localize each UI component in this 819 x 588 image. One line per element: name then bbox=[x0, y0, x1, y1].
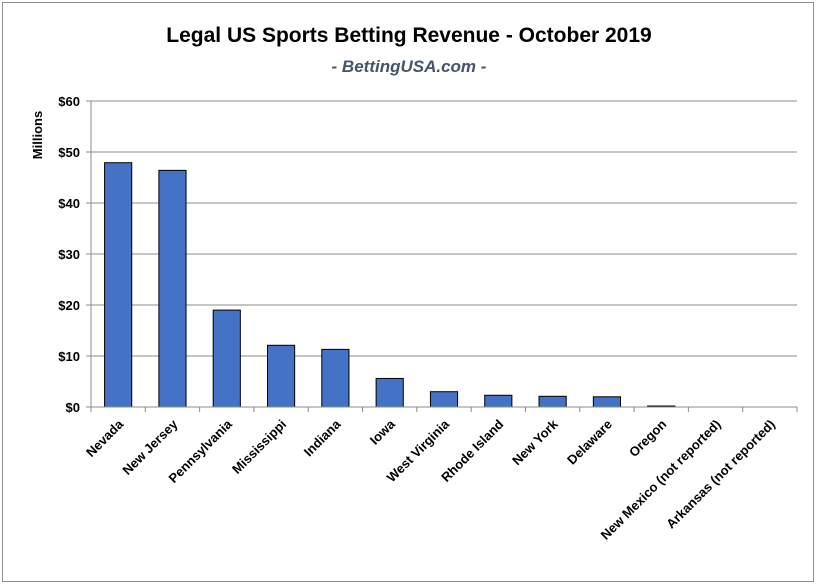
bar bbox=[375, 377, 404, 408]
y-tick-label: $0 bbox=[66, 400, 80, 415]
y-tick-labels: $0 $10 $20 $30 $40 $50 $60 bbox=[58, 94, 80, 415]
y-tick-label: $40 bbox=[58, 196, 80, 211]
y-tick-label: $10 bbox=[58, 349, 80, 364]
x-tick-label: Iowa bbox=[367, 416, 399, 448]
x-tick-label: Mississippi bbox=[229, 417, 289, 477]
bars bbox=[104, 162, 676, 408]
x-tick-label: Arkansas (not reported) bbox=[663, 417, 778, 532]
bar bbox=[429, 391, 459, 408]
x-tick-label: Delaware bbox=[564, 417, 615, 468]
x-tick-label: Nevada bbox=[83, 416, 127, 460]
bar bbox=[538, 395, 567, 408]
y-tick-label: $30 bbox=[58, 247, 80, 262]
bar bbox=[592, 396, 621, 408]
chart-frame bbox=[2, 2, 814, 582]
bar bbox=[104, 162, 133, 408]
x-tick-label: New York bbox=[509, 416, 561, 468]
bar bbox=[267, 344, 296, 408]
chart-subtitle: - BettingUSA.com - bbox=[332, 57, 487, 76]
chart-title: Legal US Sports Betting Revenue - Octobe… bbox=[166, 24, 651, 47]
y-tick-label: $50 bbox=[58, 145, 80, 160]
x-tick-label: Oregon bbox=[626, 416, 669, 459]
bar bbox=[321, 348, 350, 408]
y-tick-label: $20 bbox=[58, 298, 80, 313]
y-axis-label: Millions bbox=[30, 111, 45, 159]
bar bbox=[484, 394, 513, 408]
axes bbox=[90, 101, 798, 412]
y-tick-label: $60 bbox=[58, 94, 80, 109]
bar bbox=[158, 169, 187, 408]
x-tick-label: Indiana bbox=[301, 416, 344, 459]
bar bbox=[212, 309, 241, 408]
gridlines bbox=[86, 100, 797, 408]
